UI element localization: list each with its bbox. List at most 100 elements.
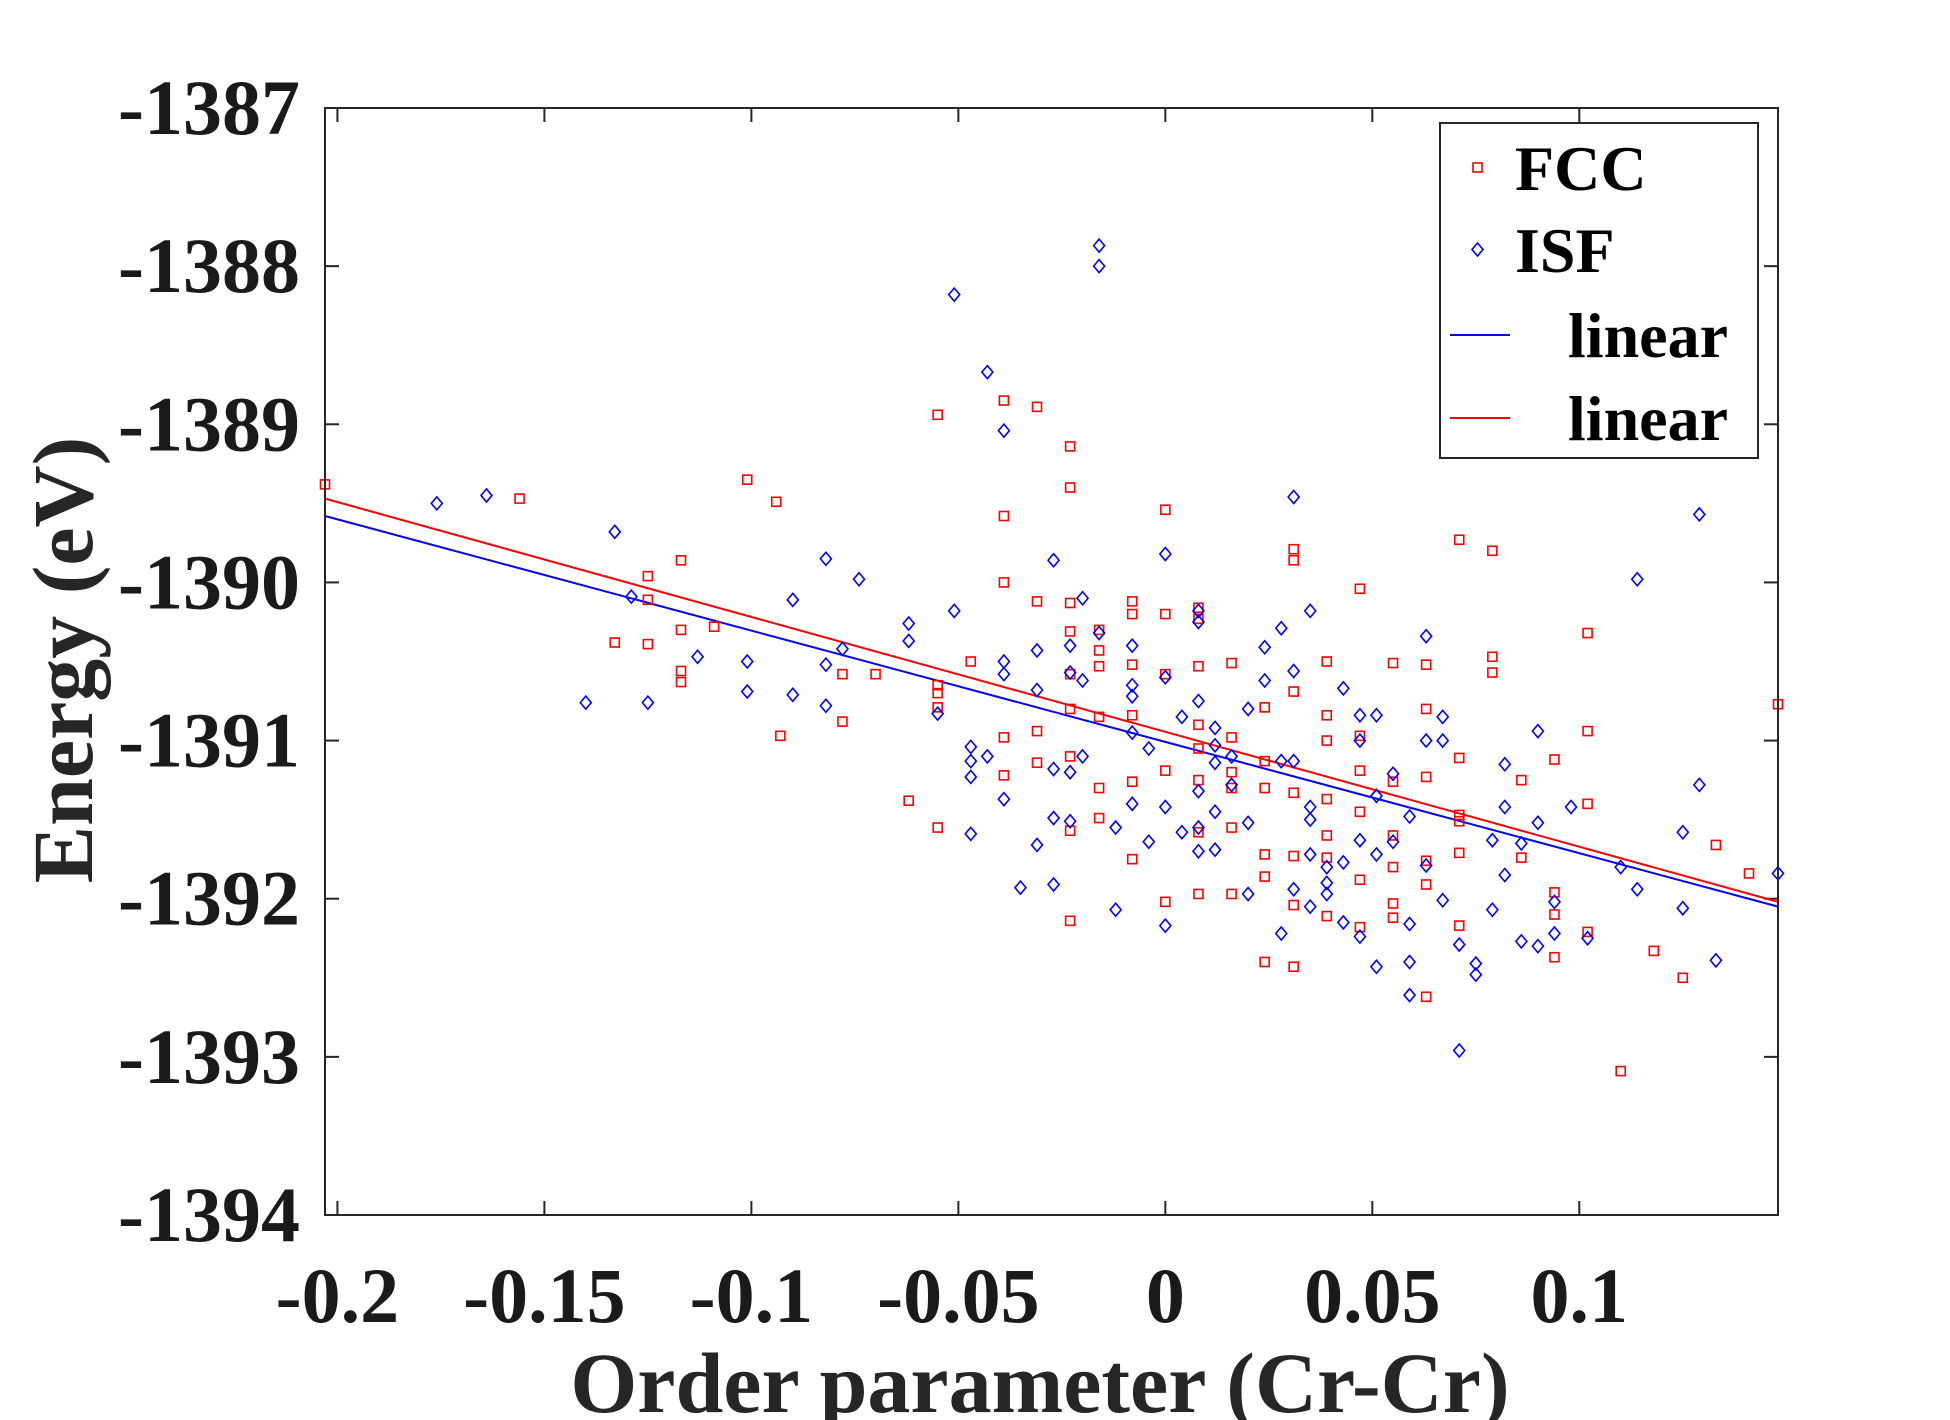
isf-point	[1676, 900, 1690, 916]
isf-point	[1142, 834, 1156, 850]
isf-point	[1581, 930, 1595, 946]
isf-point	[691, 649, 705, 665]
legend-item-isf: ISF	[1470, 215, 1615, 286]
isf-point	[1175, 709, 1189, 725]
isf-point	[1369, 958, 1384, 975]
fcc-point	[642, 638, 654, 650]
isf-point	[1208, 841, 1222, 858]
x-tick-label: -0.1	[690, 1252, 813, 1339]
isf-point	[1241, 815, 1255, 831]
isf-point	[1630, 881, 1644, 897]
isf-point	[1208, 754, 1222, 771]
fcc-point	[1064, 626, 1076, 637]
isf-point	[1125, 724, 1139, 741]
fcc-point	[675, 624, 687, 636]
isf-point	[1320, 886, 1334, 902]
fcc-point	[932, 679, 943, 691]
isf-point	[1436, 892, 1450, 909]
isf-point	[1191, 783, 1206, 799]
isf-point	[997, 791, 1011, 807]
fcc-point	[1321, 709, 1333, 721]
isf-point	[1158, 917, 1172, 934]
fcc-point	[1582, 627, 1593, 639]
isf-point	[1303, 846, 1317, 863]
isf-point	[1013, 879, 1027, 896]
fcc-point	[1093, 711, 1105, 723]
isf-point	[1142, 740, 1156, 757]
isf-point	[1353, 832, 1367, 848]
legend-isf-marker	[1470, 241, 1485, 258]
fcc-point	[1193, 743, 1204, 754]
fcc-point	[1259, 956, 1270, 968]
fcc-point	[1193, 826, 1204, 838]
isf-point	[902, 633, 916, 649]
isf-point	[1369, 707, 1384, 724]
isf-point	[1076, 590, 1090, 606]
fcc-point	[1321, 793, 1333, 805]
legend-fcc-label: FCC	[1515, 133, 1647, 204]
isf-point	[1047, 552, 1061, 569]
isf-point	[1076, 672, 1090, 689]
y-tick-labels: -1387 -1388 -1389 -1390 -1391 -1392 -1393 -1394	[118, 64, 300, 1258]
fcc-point	[998, 510, 1010, 522]
isf-point	[1030, 642, 1044, 659]
fcc-point	[1321, 735, 1333, 746]
x-axis-label: Order parameter (Cr-Cr)	[570, 1335, 1509, 1420]
fcc-point	[1420, 703, 1432, 715]
fcc-point	[1093, 782, 1105, 794]
fcc-point	[903, 795, 914, 806]
isf-point	[1063, 764, 1077, 780]
isf-point	[964, 826, 978, 842]
fcc-point	[1064, 751, 1076, 762]
isf-point	[997, 422, 1011, 439]
fcc-point	[1710, 839, 1722, 851]
isf-point	[740, 653, 754, 670]
isf-point	[819, 698, 833, 714]
isf-point	[1047, 761, 1061, 777]
isf-point	[819, 656, 833, 673]
isf-point	[1208, 803, 1222, 820]
fcc-point	[1549, 887, 1560, 898]
fcc-point	[1453, 809, 1465, 821]
data-points	[319, 237, 1785, 1077]
isf-point	[1320, 875, 1334, 891]
isf-point	[1498, 799, 1512, 815]
isf-point	[1353, 928, 1367, 945]
fcc-point	[1387, 912, 1399, 923]
series-fcc	[319, 395, 1784, 1077]
isf-point	[1191, 693, 1206, 709]
isf-point	[1320, 859, 1334, 875]
fcc-point	[932, 687, 943, 699]
isf-point	[1547, 925, 1562, 942]
isf-point	[1498, 756, 1512, 773]
fcc-point	[1453, 847, 1465, 859]
isf-point	[1419, 628, 1433, 644]
isf-point	[1692, 506, 1706, 523]
isf-point	[1419, 732, 1433, 749]
fcc-point	[1031, 757, 1043, 769]
legend-fcc-marker	[1472, 162, 1483, 173]
isf-point	[1498, 867, 1512, 883]
isf-point	[1109, 902, 1123, 918]
isf-point	[931, 705, 945, 722]
isf-point	[1514, 933, 1528, 950]
isf-point	[1336, 914, 1350, 931]
isf-point	[1208, 737, 1222, 754]
isf-point	[947, 286, 961, 303]
fcc-point	[1288, 899, 1299, 911]
fit-lines	[324, 497, 1779, 908]
fcc-point	[1288, 543, 1299, 555]
isf-point	[947, 603, 961, 619]
isf-point	[1531, 938, 1545, 954]
fcc-point	[965, 656, 977, 667]
isf-point	[1109, 819, 1123, 836]
isf-point	[1403, 987, 1417, 1003]
isf-point	[1063, 637, 1077, 654]
isf-point	[1547, 894, 1562, 910]
isf-point	[1709, 952, 1723, 969]
fcc-point	[1226, 888, 1237, 900]
isf-point	[835, 641, 849, 657]
fcc-point	[1354, 765, 1366, 776]
fcc-point	[1259, 702, 1270, 713]
isf-point	[1191, 603, 1206, 619]
